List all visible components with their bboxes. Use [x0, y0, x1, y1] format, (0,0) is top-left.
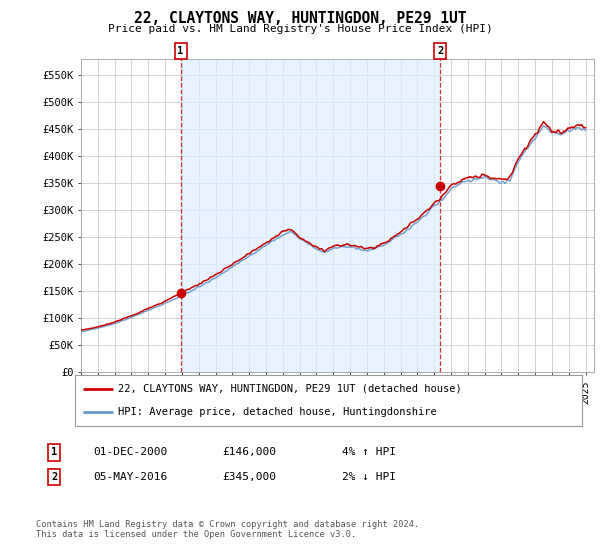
Text: £345,000: £345,000	[222, 472, 276, 482]
Text: 2: 2	[437, 46, 443, 56]
Text: 2% ↓ HPI: 2% ↓ HPI	[342, 472, 396, 482]
Bar	[181, 59, 440, 372]
Text: £146,000: £146,000	[222, 447, 276, 458]
Text: HPI: Average price, detached house, Huntingdonshire: HPI: Average price, detached house, Hunt…	[118, 407, 437, 417]
Text: 22, CLAYTONS WAY, HUNTINGDON, PE29 1UT (detached house): 22, CLAYTONS WAY, HUNTINGDON, PE29 1UT (…	[118, 384, 462, 394]
Text: 22, CLAYTONS WAY, HUNTINGDON, PE29 1UT: 22, CLAYTONS WAY, HUNTINGDON, PE29 1UT	[134, 11, 466, 26]
Text: Contains HM Land Registry data © Crown copyright and database right 2024.
This d: Contains HM Land Registry data © Crown c…	[36, 520, 419, 539]
Text: 05-MAY-2016: 05-MAY-2016	[93, 472, 167, 482]
Text: 1: 1	[178, 46, 184, 56]
Text: Price paid vs. HM Land Registry's House Price Index (HPI): Price paid vs. HM Land Registry's House …	[107, 24, 493, 34]
Text: 4% ↑ HPI: 4% ↑ HPI	[342, 447, 396, 458]
Text: 1: 1	[51, 447, 57, 458]
Text: 2: 2	[51, 472, 57, 482]
Text: 01-DEC-2000: 01-DEC-2000	[93, 447, 167, 458]
